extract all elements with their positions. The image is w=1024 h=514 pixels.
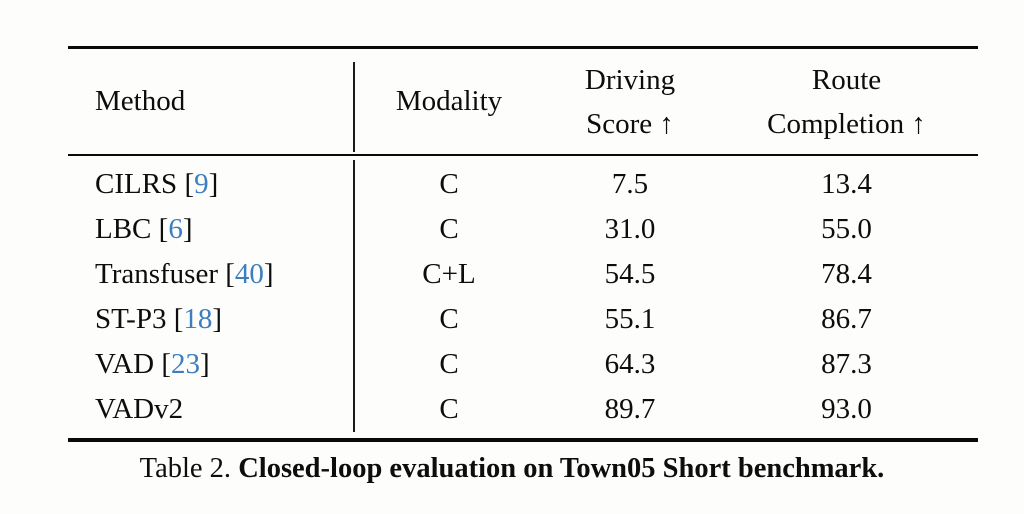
method-cell: Transfuser [40] — [95, 258, 274, 290]
modality-cell: C — [439, 168, 459, 200]
table-mid-rule — [68, 154, 978, 156]
method-cell: CILRS [9] — [95, 168, 219, 200]
table-header-row: Method Modality Driving Score ↑ Route Co… — [68, 49, 978, 154]
header-driving-line2: Score ↑ — [586, 107, 674, 140]
citation-link[interactable]: 40 — [234, 258, 264, 290]
table-row: Transfuser [40] C+L 54.5 78.4 — [68, 252, 978, 297]
method-name: CILRS — [95, 168, 178, 200]
citation-link[interactable]: 6 — [168, 213, 183, 245]
modality-cell: C+L — [422, 258, 476, 290]
column-divider-body — [353, 160, 355, 432]
driving-score-cell: 7.5 — [611, 168, 649, 200]
header-route-line1: Route — [811, 63, 882, 96]
table-row: CILRS [9] C 7.5 13.4 — [68, 162, 978, 207]
table-row: VADv2 C 89.7 93.0 — [68, 387, 978, 432]
route-completion-cell: 55.0 — [821, 213, 872, 245]
driving-score-cell: 54.5 — [604, 258, 656, 290]
modality-cell: C — [439, 213, 459, 245]
modality-cell: C — [439, 348, 459, 380]
results-table: Method Modality Driving Score ↑ Route Co… — [68, 46, 978, 442]
method-cell: LBC [6] — [95, 213, 193, 245]
caption-title: Closed-loop evaluation on Town05 Short b… — [238, 453, 885, 484]
header-method: Method — [95, 85, 186, 117]
method-cell: ST-P3 [18] — [95, 303, 223, 335]
header-driving-line1: Driving — [584, 63, 676, 96]
method-name: VAD — [95, 348, 155, 380]
route-completion-cell: 78.4 — [821, 258, 872, 290]
table-body: CILRS [9] C 7.5 13.4 LBC [6] C 31.0 55.0 Transfu… — [68, 156, 978, 438]
route-completion-cell: 13.4 — [821, 168, 872, 200]
method-name: ST-P3 — [95, 303, 167, 335]
method-cell: VAD [23] — [95, 348, 210, 380]
driving-score-cell: 64.3 — [604, 348, 656, 380]
route-completion-cell: 86.7 — [821, 303, 872, 335]
route-completion-cell: 87.3 — [821, 348, 872, 380]
method-cell: VADv2 — [68, 387, 353, 432]
citation-link[interactable]: 23 — [171, 348, 201, 380]
table-top-rule — [68, 46, 978, 49]
modality-cell: C — [439, 303, 459, 335]
citation-link[interactable]: 18 — [183, 303, 213, 335]
table-row: ST-P3 [18] C 55.1 86.7 — [68, 297, 978, 342]
driving-score-cell: 89.7 — [604, 393, 656, 425]
table-bottom-rule — [68, 438, 978, 442]
header-modality: Modality — [395, 85, 503, 117]
table-row: VAD [23] C 64.3 87.3 — [68, 342, 978, 387]
header-route-completion: Route Completion ↑ — [715, 58, 978, 146]
method-name: LBC — [95, 213, 152, 245]
driving-score-cell: 55.1 — [604, 303, 656, 335]
method-name: Transfuser — [95, 258, 218, 290]
header-driving-score: Driving Score ↑ — [545, 58, 715, 146]
modality-cell: C — [439, 393, 459, 425]
header-route-line2: Completion ↑ — [767, 107, 926, 140]
driving-score-cell: 31.0 — [604, 213, 656, 245]
citation-link[interactable]: 9 — [194, 168, 209, 200]
column-divider-header — [353, 62, 355, 152]
method-name: VADv2 — [95, 393, 184, 425]
table-row: LBC [6] C 31.0 55.0 — [68, 207, 978, 252]
route-completion-cell: 93.0 — [821, 393, 872, 425]
table-caption: Table 2. Closed-loop evaluation on Town0… — [0, 451, 1024, 487]
caption-label: Table 2. — [139, 453, 232, 484]
